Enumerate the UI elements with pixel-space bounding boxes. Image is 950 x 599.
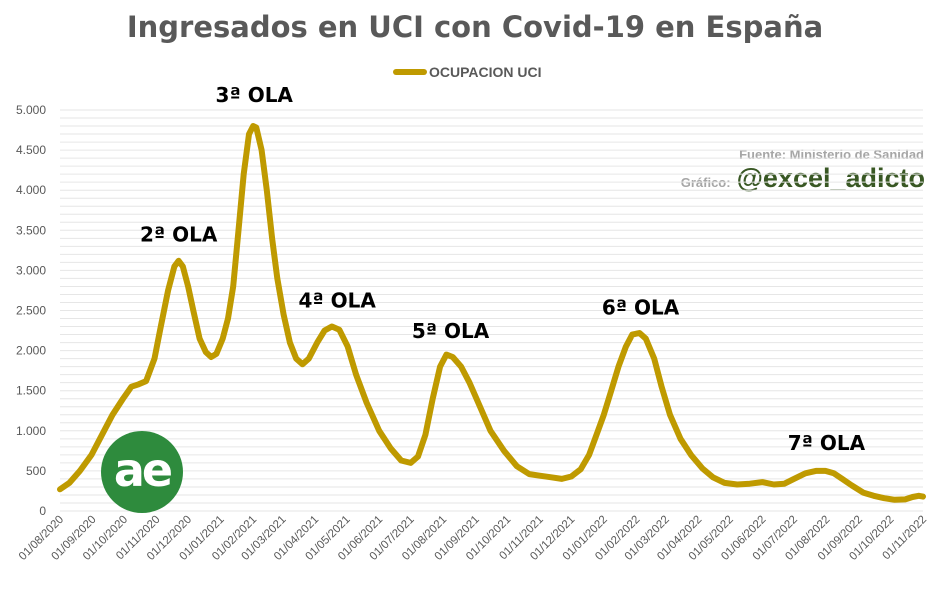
y-tick-label: 3.000 — [16, 263, 46, 277]
wave-label: 7ª OLA — [788, 431, 866, 455]
grid-layer — [60, 109, 923, 512]
series-line-ocupacion-uci — [57, 123, 926, 503]
y-tick-label: 500 — [26, 464, 46, 478]
wave-label: 5ª OLA — [412, 319, 490, 343]
chart-title: Ingresados en UCI con Covid-19 en España — [126, 10, 824, 44]
credit: Gráfico: @excel_adicto — [681, 163, 925, 194]
x-axis-ticks: 01/08/202001/09/202001/10/202001/11/2020… — [17, 514, 929, 563]
wave-label: 6ª OLA — [602, 296, 680, 320]
legend-label: OCUPACION UCI — [429, 64, 542, 80]
y-tick-label: 4.500 — [16, 143, 46, 157]
y-tick-label: 0 — [39, 504, 46, 518]
logo-text: ae — [113, 443, 173, 497]
credit-handle: @excel_adicto — [736, 163, 925, 193]
y-tick-label: 1.000 — [16, 424, 46, 438]
wave-label: 2ª OLA — [140, 223, 218, 247]
y-tick-label: 4.000 — [16, 183, 46, 197]
legend: OCUPACION UCI — [393, 64, 542, 80]
y-axis-ticks: 0 500 1.000 1.500 2.000 2.500 3.000 3.500 4.000 4… — [16, 103, 46, 518]
y-tick-label: 3.500 — [16, 223, 46, 237]
logo: ae — [101, 431, 183, 513]
y-tick-label: 2.500 — [16, 304, 46, 318]
y-tick-label: 2.000 — [16, 344, 46, 358]
legend-swatch — [393, 69, 427, 75]
y-tick-label: 1.500 — [16, 384, 46, 398]
wave-label: 4ª OLA — [298, 288, 376, 312]
wave-label: 3ª OLA — [216, 83, 294, 107]
y-tick-label: 5.000 — [16, 103, 46, 117]
wave-annotations: 2ª OLA 3ª OLA 4ª OLA 5ª OLA 6ª OLA 7ª OLA — [140, 83, 866, 455]
